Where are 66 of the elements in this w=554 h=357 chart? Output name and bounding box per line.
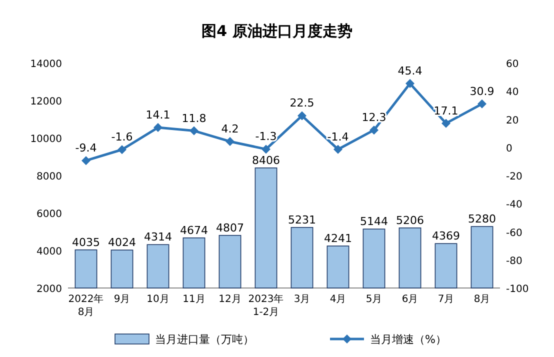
y2-tick-label: 20	[506, 115, 519, 126]
point	[298, 111, 306, 120]
y-tick-label: 2000	[36, 284, 62, 295]
data-label: 11.8	[182, 112, 206, 125]
y-tick-label: 14000	[30, 59, 62, 70]
point	[334, 144, 342, 154]
x-tick-label: 12月	[218, 294, 242, 305]
x-tick-label: 7月	[438, 294, 454, 305]
data-label: 5206	[396, 214, 424, 227]
x-tick-label: 2022年 8月	[68, 293, 104, 318]
data-label: 5144	[360, 215, 388, 228]
y2-tick-label: -20	[506, 172, 522, 182]
y-tick-label: 12000	[30, 96, 62, 108]
data-label: 4369	[432, 230, 460, 243]
data-label: 45.4	[398, 64, 422, 78]
x-tick-label: 6月	[402, 294, 418, 305]
x-tick-label: 10月	[146, 294, 170, 305]
data-label: 4807	[216, 221, 244, 234]
y-tick-label: 8000	[36, 172, 62, 182]
point	[226, 136, 234, 146]
y2-tick-label: 60	[506, 59, 519, 70]
y-tick-label: 10000	[30, 134, 62, 145]
y2-tick-label: -100	[506, 284, 529, 295]
data-label: -1.6	[111, 130, 133, 144]
data-label: 8406	[252, 154, 280, 167]
legend-label: 当月进口量（万吨）	[155, 333, 254, 346]
data-label: 4035	[72, 236, 100, 249]
data-label: -9.4	[75, 142, 97, 155]
y-tick-label: 4000	[36, 246, 62, 258]
data-label: 4314	[144, 230, 172, 244]
point	[154, 123, 162, 132]
data-label: 4241	[324, 232, 352, 245]
x-tick-label: 2023年 1-2月	[248, 293, 284, 318]
data-label: 14.1	[146, 108, 170, 122]
y2-tick-label: -80	[506, 256, 522, 267]
data-label: 5231	[288, 213, 316, 226]
x-tick-label: 9月	[114, 294, 130, 305]
y2-tick-label: -60	[506, 228, 522, 239]
chart-title: 图4 原油进口月度走势	[202, 22, 352, 40]
y2-tick-label: -40	[506, 200, 522, 211]
point	[190, 126, 198, 136]
legend-label: 当月增速（%）	[370, 333, 446, 346]
data-label: 30.9	[470, 84, 494, 98]
data-label: 4.2	[221, 122, 239, 136]
data-label: -1.4	[327, 130, 349, 144]
y-tick-label: 6000	[36, 209, 62, 220]
y2-tick-label: 40	[506, 87, 519, 98]
x-tick-label: 11月	[182, 294, 206, 305]
data-label: 17.1	[434, 104, 458, 118]
x-tick-label: 4月	[330, 294, 346, 305]
point	[118, 145, 126, 154]
point	[370, 126, 378, 135]
point	[262, 144, 270, 154]
point	[478, 99, 486, 108]
data-label: 4674	[180, 224, 208, 237]
y2-tick-label: 0	[506, 143, 512, 154]
x-tick-label: 8月	[474, 294, 490, 305]
point	[406, 79, 414, 88]
x-tick-label: 5月	[366, 294, 382, 305]
point	[82, 156, 90, 166]
point	[442, 118, 450, 128]
data-label: -1.3	[255, 130, 277, 144]
data-label: 4024	[108, 236, 136, 250]
data-label: 22.5	[290, 96, 314, 110]
data-label: 5280	[468, 212, 496, 226]
x-tick-label: 3月	[294, 294, 310, 305]
